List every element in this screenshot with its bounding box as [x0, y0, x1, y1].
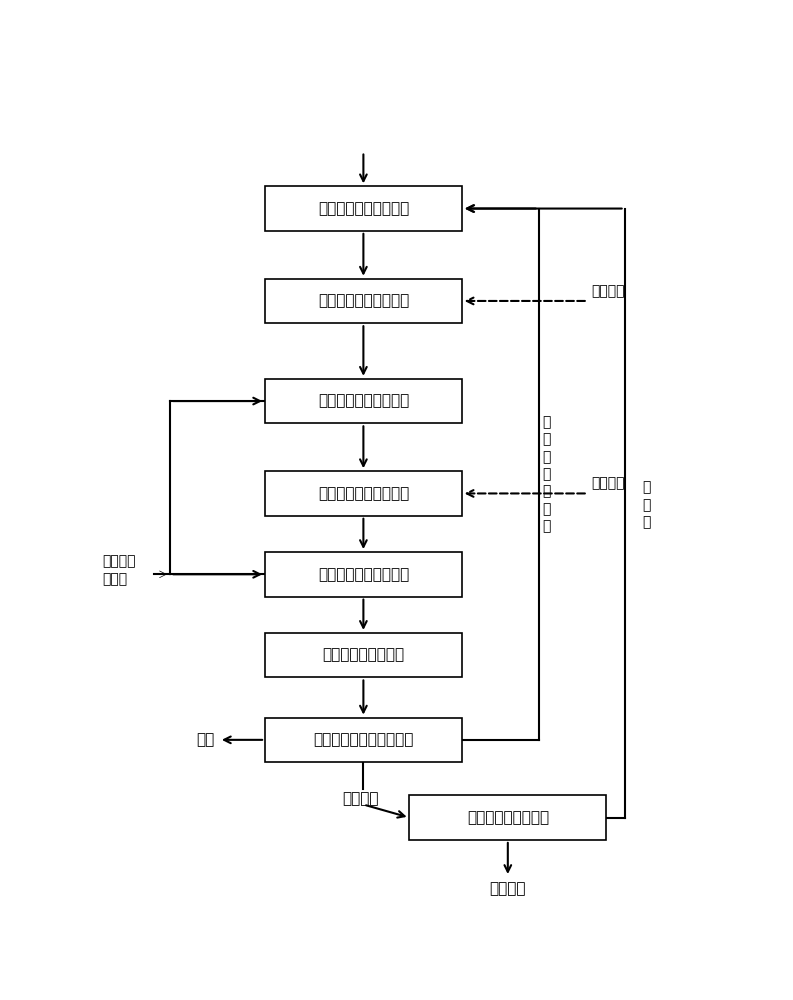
Text: 膜生物反应器（膜过滤）: 膜生物反应器（膜过滤）: [313, 732, 414, 747]
FancyBboxPatch shape: [265, 279, 462, 323]
Text: 清水: 清水: [197, 732, 215, 747]
FancyBboxPatch shape: [265, 379, 462, 423]
Text: 第三好氧池（硝化）: 第三好氧池（硝化）: [322, 648, 404, 663]
FancyBboxPatch shape: [265, 186, 462, 231]
FancyBboxPatch shape: [265, 471, 462, 516]
Text: 第一缺氧池（反硝化）: 第一缺氧池（反硝化）: [318, 201, 409, 216]
Text: 剩余污泥: 剩余污泥: [342, 791, 378, 806]
FancyBboxPatch shape: [265, 633, 462, 677]
Text: 污泥脱水: 污泥脱水: [489, 881, 526, 896]
Text: 第二缺氧池（反硝化）: 第二缺氧池（反硝化）: [318, 394, 409, 409]
Text: 第一好氧池（亚硝化）: 第一好氧池（亚硝化）: [318, 293, 409, 308]
Text: 限氧曝气: 限氧曝气: [591, 477, 624, 491]
Text: 第二好氧池（亚硝化）: 第二好氧池（亚硝化）: [318, 486, 409, 501]
FancyBboxPatch shape: [265, 718, 462, 762]
FancyBboxPatch shape: [265, 552, 462, 597]
Text: 限氧曝气: 限氧曝气: [591, 284, 624, 298]
Text: 污
泥
混
合
液
回
流: 污 泥 混 合 液 回 流: [542, 415, 550, 533]
Text: 上
清
液: 上 清 液: [642, 481, 650, 529]
Text: 油页岩干
馏废水: 油页岩干 馏废水: [102, 554, 136, 587]
FancyBboxPatch shape: [409, 795, 606, 840]
Text: 污泥浓缩池（浓缩）: 污泥浓缩池（浓缩）: [467, 810, 549, 825]
Text: 第三缺氧池（反硝化）: 第三缺氧池（反硝化）: [318, 567, 409, 582]
